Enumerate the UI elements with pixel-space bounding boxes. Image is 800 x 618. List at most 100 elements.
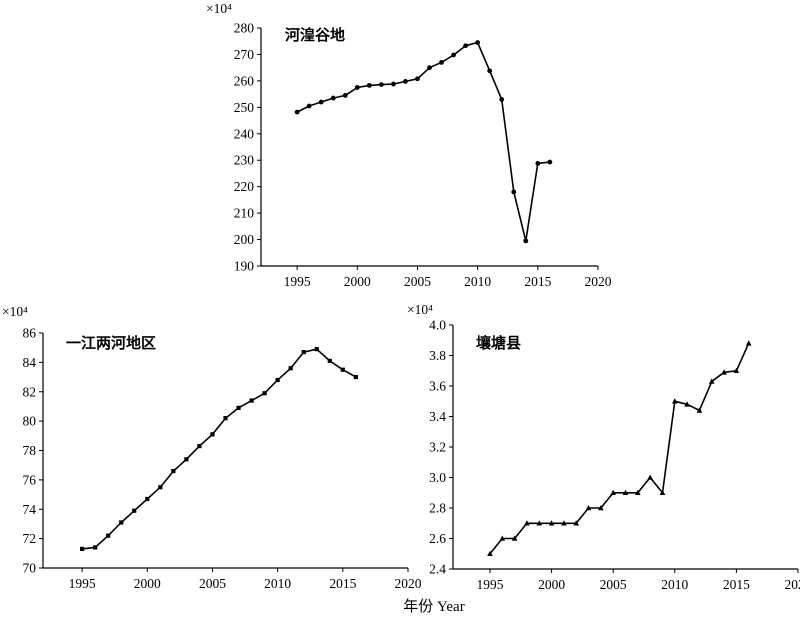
data-point: [210, 432, 215, 437]
data-point: [439, 59, 444, 65]
data-point: [561, 520, 567, 526]
y-tick-label: 240: [234, 126, 255, 141]
data-point: [536, 520, 543, 526]
data-point: [523, 238, 529, 244]
data-point: [671, 398, 678, 404]
x-tick-label: 2020: [585, 274, 612, 289]
x-tick-label: 2020: [395, 576, 422, 591]
y-multiplier-label: ×10⁴: [206, 1, 232, 16]
data-point: [635, 489, 641, 496]
data-point: [106, 533, 111, 538]
data-point: [197, 443, 202, 449]
series-line: [489, 342, 750, 555]
x-tick-label: 1995: [69, 576, 96, 591]
data-point: [427, 65, 432, 71]
data-point: [171, 468, 176, 474]
x-tick-label: 2000: [538, 577, 565, 592]
data-point: [327, 358, 332, 364]
data-point: [294, 109, 300, 115]
data-point: [511, 535, 518, 541]
data-point: [132, 508, 137, 513]
data-point: [622, 489, 629, 496]
y-tick-label: 210: [234, 206, 255, 221]
data-point: [733, 367, 740, 374]
data-point: [475, 40, 481, 45]
data-point: [342, 93, 348, 98]
data-point: [119, 520, 124, 525]
x-tick-label: 2005: [404, 274, 431, 289]
y-tick-label: 72: [23, 531, 37, 546]
x-tick-label: 2005: [199, 576, 226, 591]
y-tick-label: 190: [234, 259, 255, 274]
y-tick-label: 270: [234, 47, 255, 62]
x-tick-label: 2000: [134, 576, 161, 591]
y-tick-label: 280: [234, 21, 255, 36]
data-point: [80, 546, 85, 552]
x-tick-label: 2005: [600, 577, 627, 592]
x-tick-label: 1995: [284, 274, 311, 289]
chart-panel-yijiang-lianghe: 70 72 74 76 78 80 82 84 86 1995 2000 2005 2010 2015 20…: [2, 304, 422, 591]
y-tick-label: 200: [234, 232, 255, 247]
data-point: [548, 520, 555, 526]
data-point: [659, 489, 666, 496]
x-tick-label: 2015: [524, 274, 551, 289]
y-tick-label: 4.0: [429, 318, 446, 333]
y-tick-label: 2.4: [429, 562, 446, 577]
data-point: [535, 160, 541, 166]
data-point: [158, 485, 163, 490]
x-tick-label: 2010: [661, 577, 688, 592]
data-point: [745, 340, 752, 346]
data-point: [487, 68, 493, 74]
data-point: [378, 82, 384, 87]
data-point: [684, 401, 690, 407]
y-tick-label: 86: [23, 326, 37, 341]
y-tick-label: 3.6: [429, 379, 446, 394]
data-point: [236, 405, 241, 411]
data-point: [262, 391, 267, 396]
x-tick-label: 1995: [476, 577, 503, 592]
data-point: [696, 407, 703, 413]
y-tick-label: 84: [23, 355, 37, 370]
data-point: [721, 369, 727, 375]
y-tick-label: 260: [234, 73, 255, 88]
data-point: [340, 367, 345, 372]
data-point: [647, 474, 653, 480]
data-point: [301, 349, 306, 355]
x-tick-label: 2020: [785, 577, 800, 592]
series-line: [82, 348, 357, 550]
data-point: [275, 377, 280, 383]
chart-panel-hehuang-valley: 190 200 210 220 230 240 250 260 270 280 1995 2000 20…: [206, 1, 612, 289]
y-tick-label: 80: [23, 414, 37, 429]
y-tick-label: 250: [234, 100, 255, 115]
data-point: [354, 85, 360, 90]
data-point: [524, 520, 530, 526]
data-point: [390, 81, 396, 87]
data-point: [610, 489, 616, 496]
y-tick-label: 3.8: [429, 348, 446, 363]
y-tick-label: 2.6: [429, 531, 446, 546]
chart-panel-rangtang-county: 2.4 2.6 2.8 3.0 3.2 3.4 3.6 3.8 4.0 1995 2000 2005 2…: [407, 302, 800, 592]
data-point: [499, 97, 505, 102]
data-point: [249, 398, 254, 403]
data-point: [499, 535, 506, 541]
data-point: [223, 416, 228, 421]
data-point: [184, 457, 189, 462]
data-point: [487, 550, 493, 557]
data-point: [585, 505, 592, 511]
chart-title: 一江两河地区: [66, 334, 156, 352]
y-tick-label: 3.4: [429, 409, 446, 424]
data-point: [415, 76, 420, 82]
x-tick-label: 2015: [723, 577, 750, 592]
chart-title: 壤塘县: [476, 334, 521, 352]
data-point: [288, 366, 293, 371]
y-tick-label: 70: [23, 561, 37, 576]
data-point: [366, 82, 372, 88]
y-multiplier-label: ×10⁴: [2, 304, 28, 319]
data-point: [547, 159, 553, 165]
data-point: [511, 189, 517, 195]
y-tick-label: 74: [23, 502, 37, 517]
data-point: [145, 496, 150, 502]
data-point: [330, 95, 336, 101]
y-tick-label: 3.2: [429, 440, 446, 455]
